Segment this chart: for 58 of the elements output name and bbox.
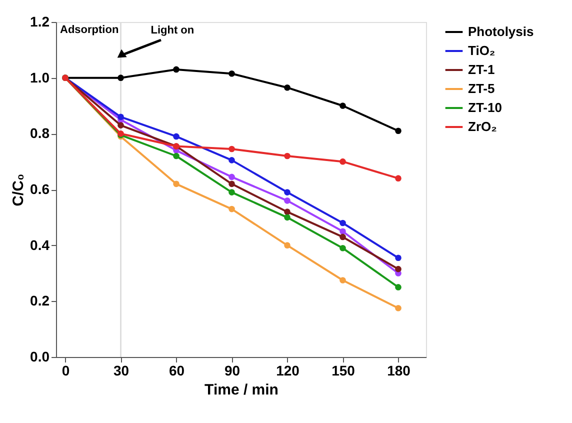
x-axis-title: Time / min: [204, 382, 278, 398]
point: [340, 158, 346, 165]
annotation: Adsorption: [60, 24, 119, 36]
point: [395, 284, 402, 290]
point: [284, 214, 290, 221]
x-tick-label: 180: [387, 362, 411, 378]
point: [228, 174, 235, 180]
point: [228, 180, 235, 188]
point: [395, 254, 402, 262]
x-tick-label: 0: [62, 362, 70, 378]
point: [118, 122, 124, 128]
y-tick-label: 1.2: [30, 14, 50, 30]
point: [395, 304, 402, 312]
point: [173, 133, 180, 140]
legend-label: ZT-1: [468, 62, 495, 77]
point: [284, 84, 290, 91]
point: [340, 220, 346, 226]
point: [340, 277, 346, 284]
x-tick-label: 150: [332, 362, 356, 378]
point: [284, 198, 290, 204]
y-tick-label: 0.0: [30, 348, 50, 364]
x-tick-label: 90: [224, 362, 240, 378]
point: [118, 114, 124, 120]
point: [284, 242, 290, 248]
x-tick-label: 60: [168, 362, 185, 378]
point: [173, 152, 180, 160]
point: [284, 152, 290, 160]
y-tick-label: 1.0: [30, 69, 50, 86]
point: [395, 175, 402, 182]
point: [228, 157, 235, 164]
legend-label: ZT-5: [468, 81, 495, 96]
point: [284, 189, 290, 196]
point: [284, 208, 290, 215]
annotation: Light on: [150, 24, 194, 36]
point: [228, 189, 235, 196]
point: [118, 74, 124, 81]
legend-label: ZrO₂: [468, 119, 498, 134]
point: [228, 146, 235, 152]
point: [340, 228, 346, 235]
point: [228, 70, 235, 77]
x-tick-label: 30: [113, 362, 130, 378]
point: [173, 66, 180, 73]
legend-label: Photolysis: [468, 24, 534, 39]
point: [395, 266, 402, 272]
x-tick-label: 120: [276, 362, 300, 378]
point: [340, 234, 346, 240]
y-axis-title: C/C₀: [10, 174, 28, 206]
legend-label: TiO₂: [468, 43, 496, 58]
point: [173, 180, 180, 188]
point: [395, 128, 402, 134]
point: [228, 206, 235, 212]
y-tick-label: 0.6: [30, 181, 50, 197]
y-tick-label: 0.4: [30, 236, 50, 253]
point: [340, 102, 346, 109]
y-tick-label: 0.2: [30, 292, 50, 309]
point: [340, 244, 346, 252]
y-tick-label: 0.8: [30, 125, 50, 142]
legend-label: ZT-10: [468, 100, 502, 115]
